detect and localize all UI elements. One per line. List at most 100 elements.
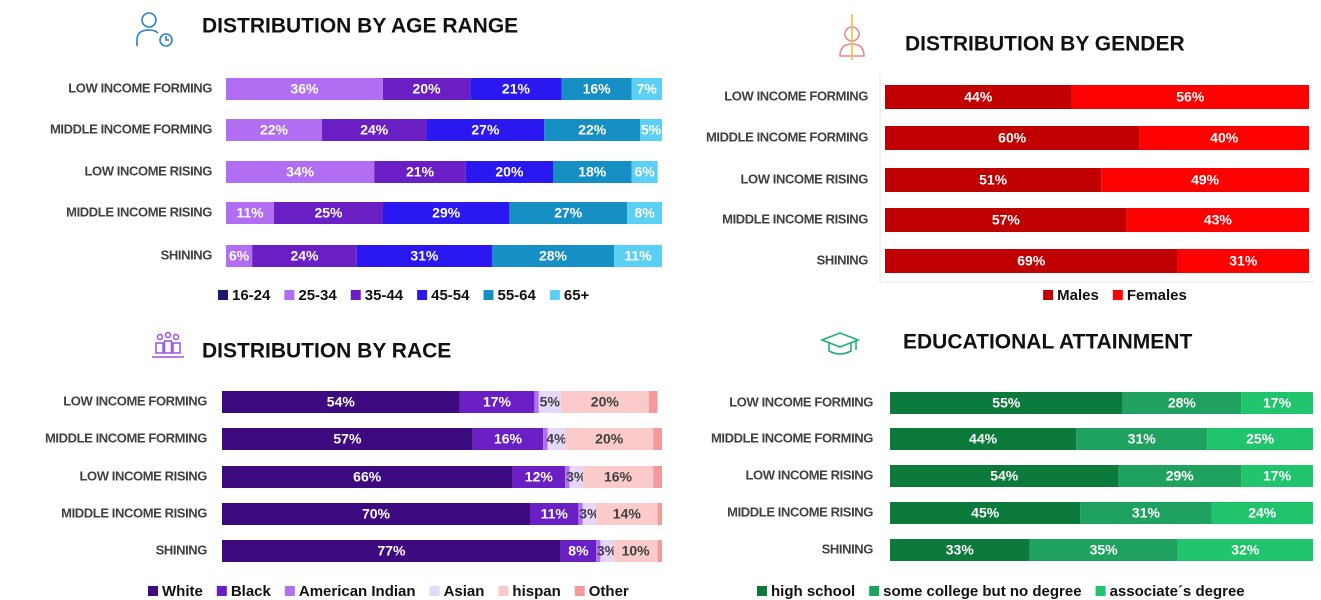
legend-label: Males xyxy=(1057,287,1099,304)
bar-segment xyxy=(890,502,1081,524)
legend-swatch xyxy=(417,290,428,300)
legend-swatch xyxy=(350,290,361,300)
bar-segment xyxy=(657,503,662,525)
bar-segment xyxy=(426,119,545,141)
bar-segment xyxy=(582,466,654,488)
value-label: 12% xyxy=(525,469,554,485)
chart-title: DISTRIBUTION BY AGE RANGE xyxy=(202,15,518,38)
bar-segment xyxy=(459,391,535,413)
legend-swatch xyxy=(1112,290,1123,300)
value-label: 49% xyxy=(1191,172,1220,188)
value-label: 31% xyxy=(410,248,439,264)
value-label: 28% xyxy=(539,248,568,264)
bar-segment xyxy=(382,78,471,100)
value-label: 22% xyxy=(260,122,289,138)
value-label: 25% xyxy=(314,205,343,221)
bar-segment xyxy=(890,465,1119,487)
value-label: 57% xyxy=(333,431,362,447)
legend-swatch xyxy=(148,586,158,596)
legend-swatch xyxy=(498,586,509,596)
bar-segment xyxy=(890,392,1123,414)
legend-swatch xyxy=(218,290,228,300)
value-label: 29% xyxy=(432,205,461,221)
age-icon xyxy=(136,12,173,47)
bar-segment xyxy=(356,245,492,267)
bar-segment xyxy=(578,503,583,525)
category-label: MIDDLE INCOME RISING xyxy=(66,204,212,219)
education-icon xyxy=(819,332,861,355)
value-label: 20% xyxy=(495,164,524,180)
legend-swatch xyxy=(549,290,560,300)
legend-label: Asian xyxy=(444,583,485,600)
bar-segment xyxy=(544,119,641,141)
bar-segment xyxy=(1029,539,1178,561)
bar-segment xyxy=(890,539,1030,561)
value-label: 57% xyxy=(992,212,1021,228)
legend-label: hispan xyxy=(512,583,560,600)
value-label: 33% xyxy=(946,542,975,558)
legend-swatch xyxy=(429,586,440,596)
legend-label: 55-64 xyxy=(498,287,537,304)
value-label: 4% xyxy=(546,431,567,447)
bar-segment xyxy=(534,391,539,413)
category-label: SHINING xyxy=(161,247,213,262)
bar-segment xyxy=(509,202,628,224)
bar-segment xyxy=(226,161,375,183)
value-label: 45% xyxy=(971,505,1000,521)
value-label: 40% xyxy=(1210,130,1239,146)
value-label: 35% xyxy=(1090,542,1119,558)
bar-segment xyxy=(382,202,510,224)
value-label: 17% xyxy=(483,394,512,410)
legend-label: Other xyxy=(589,583,629,600)
value-label: 10% xyxy=(622,543,651,559)
value-label: 25% xyxy=(1246,431,1275,447)
value-label: 44% xyxy=(964,89,993,105)
legend-swatch xyxy=(216,586,227,596)
category-label: SHINING xyxy=(156,542,208,557)
bar-segment xyxy=(885,85,1072,109)
bar-segment xyxy=(222,428,473,450)
value-label: 6% xyxy=(229,248,250,264)
bar-segment xyxy=(596,503,658,525)
bar-segment xyxy=(470,78,562,100)
bar-segment xyxy=(600,540,614,562)
value-label: 3% xyxy=(579,506,600,522)
value-label: 24% xyxy=(290,248,319,264)
bar-segment xyxy=(222,540,561,562)
category-label: LOW INCOME FORMING xyxy=(724,88,868,103)
value-label: 31% xyxy=(1128,431,1157,447)
chart-title: DISTRIBUTION BY RACE xyxy=(202,340,451,363)
value-label: 5% xyxy=(540,394,561,410)
value-label: 56% xyxy=(1176,89,1205,105)
bar-segment xyxy=(596,540,601,562)
bar-segment xyxy=(1207,428,1313,450)
legend-swatch xyxy=(284,586,295,596)
value-label: 6% xyxy=(634,164,655,180)
value-label: 44% xyxy=(969,431,998,447)
bar-segment xyxy=(1080,502,1212,524)
bar-segment xyxy=(885,168,1102,192)
category-label: MIDDLE INCOME RISING xyxy=(727,504,873,519)
bar-segment xyxy=(1076,428,1208,450)
bar-segment xyxy=(530,503,579,525)
value-label: 77% xyxy=(377,543,406,559)
value-label: 27% xyxy=(471,122,500,138)
bar-segment xyxy=(226,119,322,141)
bar-segment xyxy=(512,466,566,488)
bar-segment xyxy=(226,245,253,267)
value-label: 7% xyxy=(637,81,658,97)
legend-swatch xyxy=(869,586,880,596)
value-label: 20% xyxy=(595,431,624,447)
bar-segment xyxy=(640,119,662,141)
race-icon xyxy=(152,331,184,358)
value-label: 16% xyxy=(494,431,523,447)
legend-label: some college but no degree xyxy=(883,583,1081,600)
bar-segment xyxy=(627,202,662,224)
bar-segment xyxy=(560,391,649,413)
bar-segment xyxy=(222,503,530,525)
value-label: 20% xyxy=(413,81,442,97)
value-label: 18% xyxy=(578,164,607,180)
category-label: LOW INCOME RISING xyxy=(79,468,207,483)
value-label: 11% xyxy=(541,506,569,522)
bar-segment xyxy=(465,161,553,183)
